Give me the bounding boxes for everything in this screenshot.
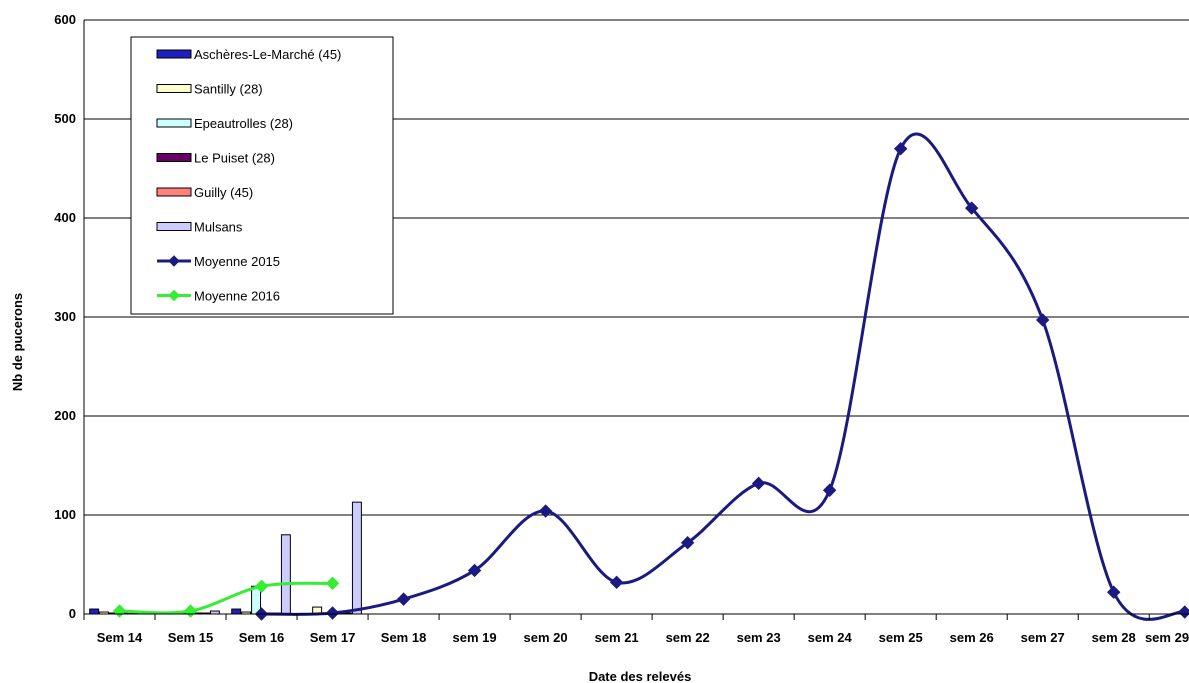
data-point-marker [183,604,198,618]
y-tick-label: 0 [69,606,76,621]
legend: Aschères-Le-Marché (45) Santilly (28) Epea… [130,36,394,315]
y-tick-label: 500 [54,111,76,126]
x-tick-label: sem 28 [1092,630,1136,645]
axes [83,20,1189,620]
legend-label: Epeautrolles (28) [194,116,293,131]
y-tick-label: 600 [54,12,76,27]
data-point-marker [964,201,979,215]
legend-swatch [156,153,192,162]
series-line [261,132,1186,621]
legend-swatch [156,222,192,231]
data-point-marker [1036,313,1050,327]
bar [89,608,100,615]
y-tick-label: 200 [54,408,76,423]
legend-label: Mulsans [194,220,243,235]
data-point-marker [325,606,340,620]
legend-swatch [156,49,192,59]
data-point-marker [609,575,624,590]
data-point-marker [538,504,553,518]
x-axis-title: Date des relevés [589,669,692,683]
legend-box [130,36,394,315]
bar-series-group [89,501,362,615]
x-tick-label: Sem 15 [168,630,214,645]
data-point-marker [680,536,695,550]
legend-label: Guilly (45) [194,185,253,200]
x-tick-label: sem 21 [595,630,639,645]
data-point-marker [254,579,269,593]
y-axis-title: Nb de pucerons [10,293,25,391]
bar [351,501,362,615]
y-tick-label: 400 [54,210,76,225]
y-tick-label: 100 [54,507,76,522]
bar [280,534,291,615]
y-tick-label: 300 [54,309,76,324]
data-point-marker [168,289,180,302]
data-point-marker [325,576,340,591]
y-tick-labels: 0 100 200 300 400 500 600 [54,12,76,621]
x-tick-label: sem 23 [737,630,781,645]
x-tick-label: Sem 14 [97,630,143,645]
legend-swatch [156,118,192,128]
data-point-marker [1178,605,1189,619]
data-point-marker [751,476,766,491]
data-point-marker [1107,585,1121,599]
data-point-marker [822,483,837,497]
legend-label: Aschères-Le-Marché (45) [194,47,341,62]
legend-label: Santilly (28) [194,82,263,97]
x-tick-label: sem 20 [524,630,568,645]
x-tick-label: sem 27 [1021,630,1065,645]
x-tick-label: sem 19 [453,630,497,645]
x-tick-label: sem 25 [879,630,923,645]
legend-label: Moyenne 2016 [194,289,280,304]
data-point-marker [893,141,908,156]
x-tick-label: sem 29 [1145,630,1189,645]
legend-swatch [156,187,192,197]
legend-label: Moyenne 2015 [194,254,280,269]
data-point-marker [112,604,127,618]
data-point-marker [168,255,180,267]
data-point-marker [467,563,482,578]
bar [231,608,242,615]
data-point-marker [396,592,411,606]
x-tick-labels: Sem 14 Sem 15 Sem 16 Sem 17 Sem 18 sem 19 sem … [97,630,1189,645]
legend-swatch [156,84,192,93]
x-tick-label: Sem 17 [310,630,356,645]
x-tick-label: Sem 16 [239,630,285,645]
legend-label: Le Puiset (28) [194,151,275,166]
x-tick-label: Sem 18 [381,630,427,645]
x-tick-label: sem 24 [808,630,853,645]
x-tick-label: sem 22 [666,630,710,645]
x-tick-label: sem 26 [950,630,994,645]
series-line [119,581,333,615]
